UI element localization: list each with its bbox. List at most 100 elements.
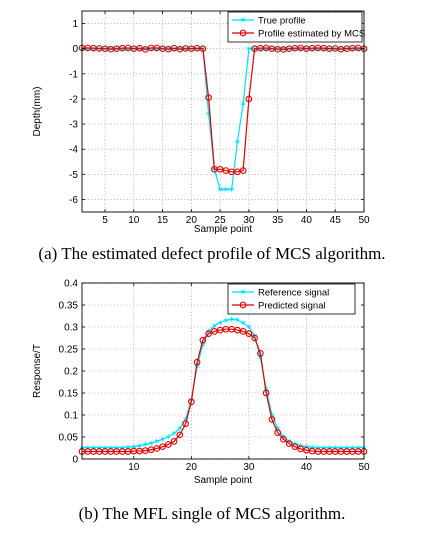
legend-label: Predicted signal [258, 301, 326, 312]
data-point: ✶ [182, 415, 190, 425]
data-point [199, 45, 207, 53]
y-tick-label: -3 [69, 120, 78, 131]
data-point [291, 443, 299, 451]
data-point: ✶ [153, 44, 161, 54]
data-point [280, 435, 287, 443]
y-tick-label: -4 [69, 145, 78, 156]
data-point: ✶ [84, 44, 92, 54]
data-point: ✶ [245, 44, 253, 54]
data-point [159, 443, 166, 451]
legend-marker [239, 301, 247, 309]
data-point: ✶ [245, 322, 253, 332]
data-point [187, 398, 195, 406]
data-point [193, 358, 201, 366]
data-point: ✶ [216, 185, 224, 195]
y-tick-label: 0.15 [59, 389, 79, 400]
data-point: ✶ [142, 440, 150, 450]
data-point: ✶ [147, 438, 155, 448]
data-point [268, 416, 276, 423]
data-point: ✶ [216, 318, 224, 328]
data-point: ✶ [234, 137, 242, 147]
data-point: ✶ [95, 443, 103, 453]
legend-label: Reference signal [258, 288, 329, 299]
data-point [164, 441, 172, 448]
x-tick-label: 10 [128, 215, 140, 226]
data-point: ✶ [320, 443, 328, 453]
data-point: ✶ [170, 429, 178, 439]
data-point [239, 328, 247, 335]
legend-marker [239, 29, 247, 37]
y-tick-label: 0.4 [64, 279, 78, 290]
data-point: ✶ [262, 384, 270, 394]
data-point [170, 438, 178, 445]
data-point: ✶ [101, 443, 109, 453]
y-tick-label: 0.3 [64, 323, 78, 334]
data-point: ✶ [205, 109, 213, 119]
x-tick-label: 50 [358, 215, 370, 226]
series-line-1 [82, 318, 364, 449]
caption-a: (a) The estimated defect profile of MCS … [38, 244, 385, 263]
data-point: ✶ [257, 353, 265, 363]
legend-label: Profile estimated by MCS [258, 29, 365, 40]
y-tick-label: 0.2 [64, 367, 78, 378]
data-point: ✶ [354, 443, 362, 453]
x-tick-label: 5 [102, 215, 108, 226]
data-point [205, 94, 212, 102]
data-point: ✶ [239, 99, 247, 109]
data-point: ✶ [107, 443, 115, 453]
data-point: ✶ [199, 340, 207, 350]
data-point: ✶ [326, 443, 334, 453]
data-point: ✶ [274, 423, 282, 433]
data-point: ✶ [354, 44, 362, 54]
data-point [176, 431, 184, 439]
data-point: ✶ [124, 442, 132, 452]
data-point [182, 420, 189, 428]
x-tick-label: 40 [301, 215, 313, 226]
data-point [245, 330, 253, 337]
data-point: ✶ [170, 44, 178, 54]
series-line-1 [82, 48, 364, 190]
data-point: ✶ [257, 44, 265, 54]
data-point [285, 440, 293, 447]
data-point [153, 445, 161, 452]
data-point: ✶ [193, 44, 201, 54]
x-axis-label: Sample point [194, 224, 253, 235]
legend-marker: ✶ [239, 287, 247, 297]
y-tick-label: -1 [69, 69, 78, 80]
data-point: ✶ [314, 44, 322, 54]
data-point: ✶ [337, 443, 345, 453]
y-tick-label: 0.25 [59, 345, 79, 356]
x-tick-label: 10 [128, 462, 140, 473]
data-point [205, 330, 212, 337]
data-point: ✶ [136, 441, 144, 451]
legend-label: True profile [258, 16, 306, 27]
chart-defect-profile: ✶✶✶✶✶✶✶✶✶✶✶✶✶✶✶✶✶✶✶✶✶✶✶✶✶✶✶✶✶✶✶✶✶✶✶✶✶✶✶✶… [32, 10, 370, 235]
data-point: ✶ [228, 314, 236, 324]
y-tick-label: 0 [72, 455, 78, 466]
legend-box [227, 283, 356, 315]
x-axis-label: Sample point [194, 475, 253, 486]
data-point: ✶ [314, 443, 322, 453]
x-tick-label: 25 [215, 215, 227, 226]
data-point: ✶ [113, 443, 121, 453]
data-point: ✶ [349, 44, 357, 54]
y-tick-label: 0.1 [64, 411, 78, 422]
data-point: ✶ [176, 423, 184, 433]
data-point: ✶ [153, 437, 161, 447]
data-point: ✶ [262, 44, 270, 54]
x-tick-label: 30 [243, 215, 255, 226]
axes-frame [81, 10, 365, 213]
data-point: ✶ [205, 327, 213, 337]
x-tick-label: 40 [301, 462, 313, 473]
data-point: ✶ [159, 434, 167, 444]
x-tick-label: 30 [243, 462, 255, 473]
data-point [274, 429, 282, 436]
data-point: ✶ [193, 362, 201, 372]
data-point: ✶ [222, 316, 230, 326]
x-tick-label: 20 [186, 215, 198, 226]
legend-marker: ✶ [239, 15, 247, 25]
data-point: ✶ [90, 44, 98, 54]
data-point: ✶ [291, 44, 299, 54]
